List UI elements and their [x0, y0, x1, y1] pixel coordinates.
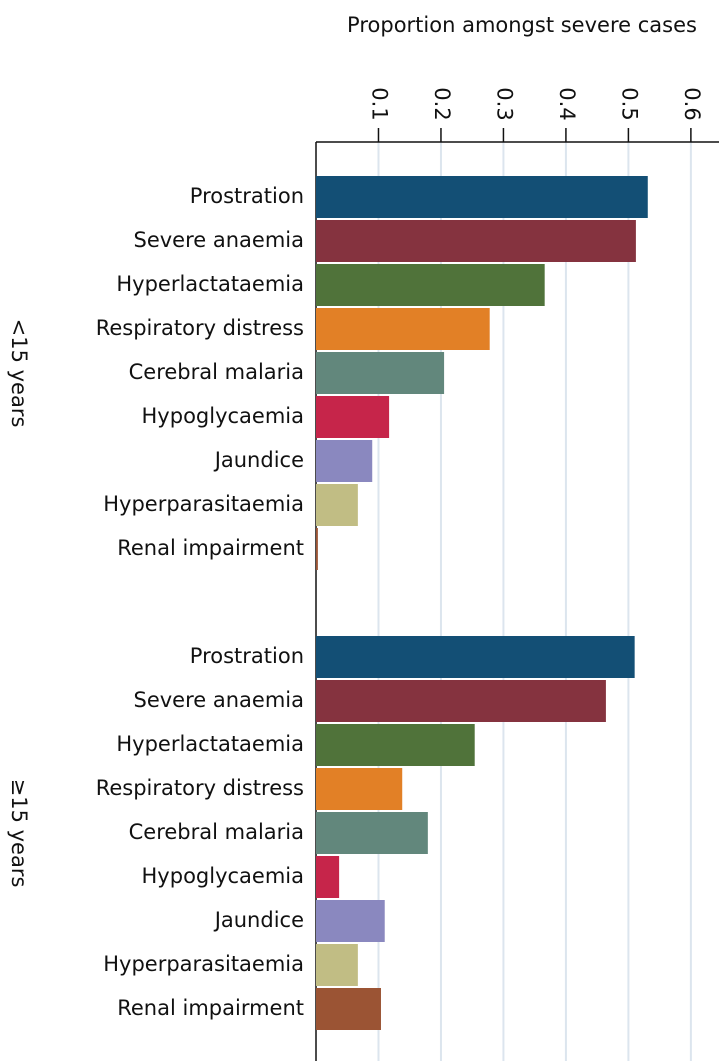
- bar: [316, 636, 635, 678]
- bar: [316, 944, 358, 986]
- category-label: Prostration: [190, 644, 304, 668]
- x-tick-label: 0.5: [617, 87, 641, 120]
- category-label: Severe anaemia: [134, 688, 305, 712]
- category-label: Jaundice: [213, 448, 304, 472]
- bar: [316, 900, 385, 942]
- bar: [316, 308, 490, 350]
- category-label: Hyperparasitaemia: [103, 952, 304, 976]
- category-label: Renal impairment: [117, 996, 304, 1020]
- bar: [316, 856, 340, 898]
- category-label: Severe anaemia: [134, 228, 305, 252]
- bar: [316, 220, 636, 262]
- bar: [316, 528, 318, 570]
- category-label: Respiratory distress: [96, 776, 304, 800]
- bar: [316, 812, 428, 854]
- category-label: Cerebral malaria: [129, 360, 304, 384]
- bar: [316, 352, 445, 394]
- x-tick-label: 0.4: [555, 87, 579, 120]
- bar: [316, 680, 606, 722]
- category-label: Hypoglycaemia: [142, 404, 304, 428]
- bar: [316, 264, 545, 306]
- category-label: Hypoglycaemia: [142, 864, 304, 888]
- bar: [316, 988, 381, 1030]
- category-label: Hyperlactataemia: [116, 732, 304, 756]
- bar: [316, 176, 648, 218]
- bar: [316, 396, 390, 438]
- bar: [316, 484, 358, 526]
- category-label: Hyperparasitaemia: [103, 492, 304, 516]
- panel-label: <15 years: [7, 319, 31, 428]
- bar: [316, 440, 373, 482]
- bar: [316, 724, 475, 766]
- bar: [316, 768, 403, 810]
- category-label: Renal impairment: [117, 536, 304, 560]
- category-label: Respiratory distress: [96, 316, 304, 340]
- x-tick-label: 0.6: [680, 87, 704, 120]
- category-label: Cerebral malaria: [129, 820, 304, 844]
- x-tick-label: 0.3: [492, 87, 516, 120]
- category-label: Prostration: [190, 184, 304, 208]
- panel-label: ≥15 years: [7, 779, 31, 888]
- category-label: Jaundice: [213, 908, 304, 932]
- x-tick-label: 0.2: [430, 87, 454, 120]
- x-tick-label: 0.1: [367, 87, 391, 120]
- category-label: Hyperlactataemia: [116, 272, 304, 296]
- axis-title: Proportion amongst severe cases: [347, 13, 697, 37]
